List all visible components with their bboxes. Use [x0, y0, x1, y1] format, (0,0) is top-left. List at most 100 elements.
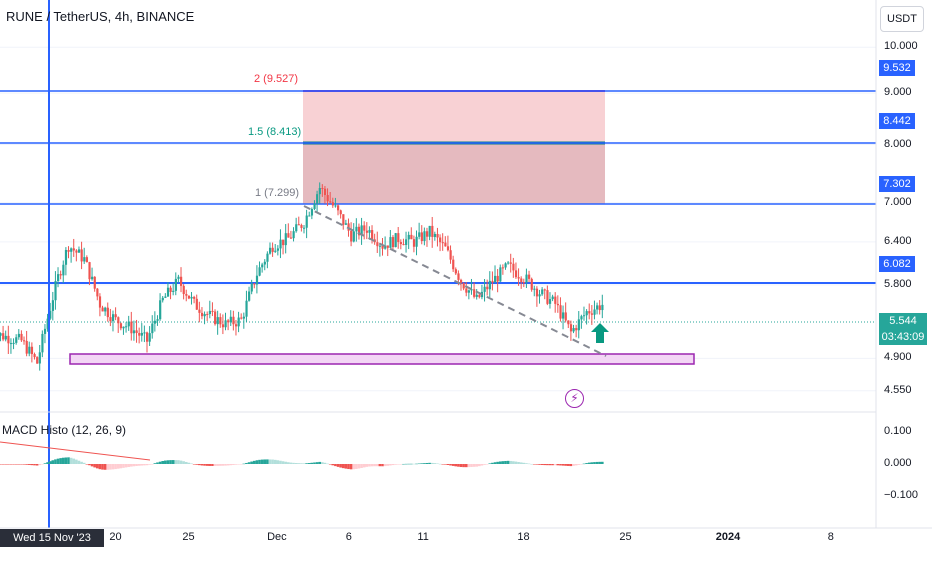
macd-bar: [258, 459, 261, 464]
macd-bar: [313, 462, 316, 464]
macd-bar: [457, 464, 460, 467]
fib-label-1: 1 (7.299): [255, 187, 300, 199]
candle-body: [28, 346, 31, 354]
candle-body: [360, 225, 363, 236]
macd-bar: [69, 457, 73, 464]
macd-bar: [349, 464, 353, 470]
macd-bar: [365, 464, 369, 467]
candle-body: [221, 324, 225, 328]
candle-body: [271, 247, 274, 252]
macd-bar: [399, 464, 403, 465]
symbol-title[interactable]: RUNE / TetherUS, 4h, BINANCE: [6, 9, 195, 24]
macd-bar: [543, 464, 547, 466]
macd-bar: [446, 464, 450, 465]
candle-body: [596, 305, 599, 310]
macd-bar: [449, 464, 452, 466]
macd-bar: [59, 458, 62, 464]
macd-bar: [362, 464, 366, 468]
macd-bar: [218, 464, 222, 466]
macd-bar: [184, 461, 188, 464]
candle-body: [525, 274, 528, 283]
macd-bar: [475, 464, 478, 467]
candle-body: [62, 264, 65, 276]
candle-body: [295, 224, 298, 232]
candle-body: [415, 236, 418, 247]
candle-body: [310, 209, 314, 216]
support-zone[interactable]: [69, 353, 695, 365]
time-tick-label: 8: [827, 531, 834, 543]
macd-bar: [381, 464, 384, 467]
macd-title[interactable]: MACD Histo (12, 26, 9): [2, 423, 127, 437]
macd-bar: [407, 463, 410, 465]
candle-body: [284, 233, 287, 246]
candle-body: [499, 267, 502, 282]
macd-bar: [195, 464, 199, 465]
candle-body: [261, 264, 264, 268]
candle-body: [509, 262, 512, 264]
macd-bar: [430, 462, 434, 464]
macd-bar: [323, 462, 327, 464]
trend-line-dashed[interactable]: [303, 205, 607, 357]
candle-body: [138, 332, 141, 336]
candle-body: [234, 324, 238, 327]
macd-bar: [205, 464, 209, 466]
macd-bar: [441, 464, 444, 465]
macd-trend-line[interactable]: [0, 441, 151, 461]
candle-body: [559, 305, 562, 319]
macd-bar: [93, 464, 96, 468]
candle-body: [381, 245, 384, 249]
candle-body: [601, 304, 604, 311]
candle-body: [567, 320, 570, 325]
macd-bar: [485, 464, 489, 465]
candle-body: [80, 249, 83, 262]
macd-bar: [415, 463, 418, 465]
price-tick-label: 7.000: [884, 195, 912, 208]
macd-bar: [245, 462, 248, 464]
macd-bar: [347, 464, 350, 470]
fib-lower-zone: [303, 143, 605, 204]
macd-bar: [182, 461, 185, 464]
macd-bar: [574, 464, 578, 466]
macd-bar: [82, 462, 86, 464]
macd-bar: [148, 464, 151, 465]
candle-body: [208, 310, 211, 315]
candle-body: [20, 333, 23, 341]
macd-bar: [266, 459, 269, 464]
chart-canvas[interactable]: [0, 0, 932, 550]
macd-bar: [331, 464, 335, 466]
macd-bar: [77, 460, 81, 464]
macd-bar: [373, 464, 376, 467]
candle-body: [70, 248, 73, 252]
candle-body: [389, 237, 392, 248]
candle-body: [428, 225, 431, 237]
candle-body: [543, 289, 546, 291]
macd-bar: [177, 460, 180, 464]
macd-bar: [339, 464, 342, 468]
currency-button[interactable]: USDT: [880, 6, 924, 32]
macd-bar: [538, 464, 541, 465]
candle-body: [125, 326, 128, 328]
macd-bar: [462, 464, 465, 468]
candle-body: [289, 237, 293, 239]
candle-body: [520, 278, 523, 283]
candle-body: [12, 342, 15, 344]
candle-body: [598, 305, 601, 311]
macd-bar: [260, 459, 264, 464]
macd-bar: [95, 464, 99, 469]
macd-bar: [593, 462, 596, 464]
macd-bar: [360, 464, 363, 468]
candle-body: [266, 253, 269, 262]
macd-bar: [585, 463, 588, 464]
candle-body: [9, 343, 13, 345]
candle-body: [541, 289, 544, 295]
macd-bar: [171, 460, 175, 464]
candle-body: [588, 311, 591, 314]
macd-bar: [166, 460, 170, 464]
macd-bar: [239, 464, 243, 465]
candle-body: [439, 237, 442, 243]
candle-body: [0, 333, 2, 336]
macd-bar: [211, 464, 214, 466]
candle-body: [182, 285, 185, 295]
candle-body: [2, 333, 5, 340]
lightning-icon[interactable]: ⚡: [565, 389, 584, 408]
